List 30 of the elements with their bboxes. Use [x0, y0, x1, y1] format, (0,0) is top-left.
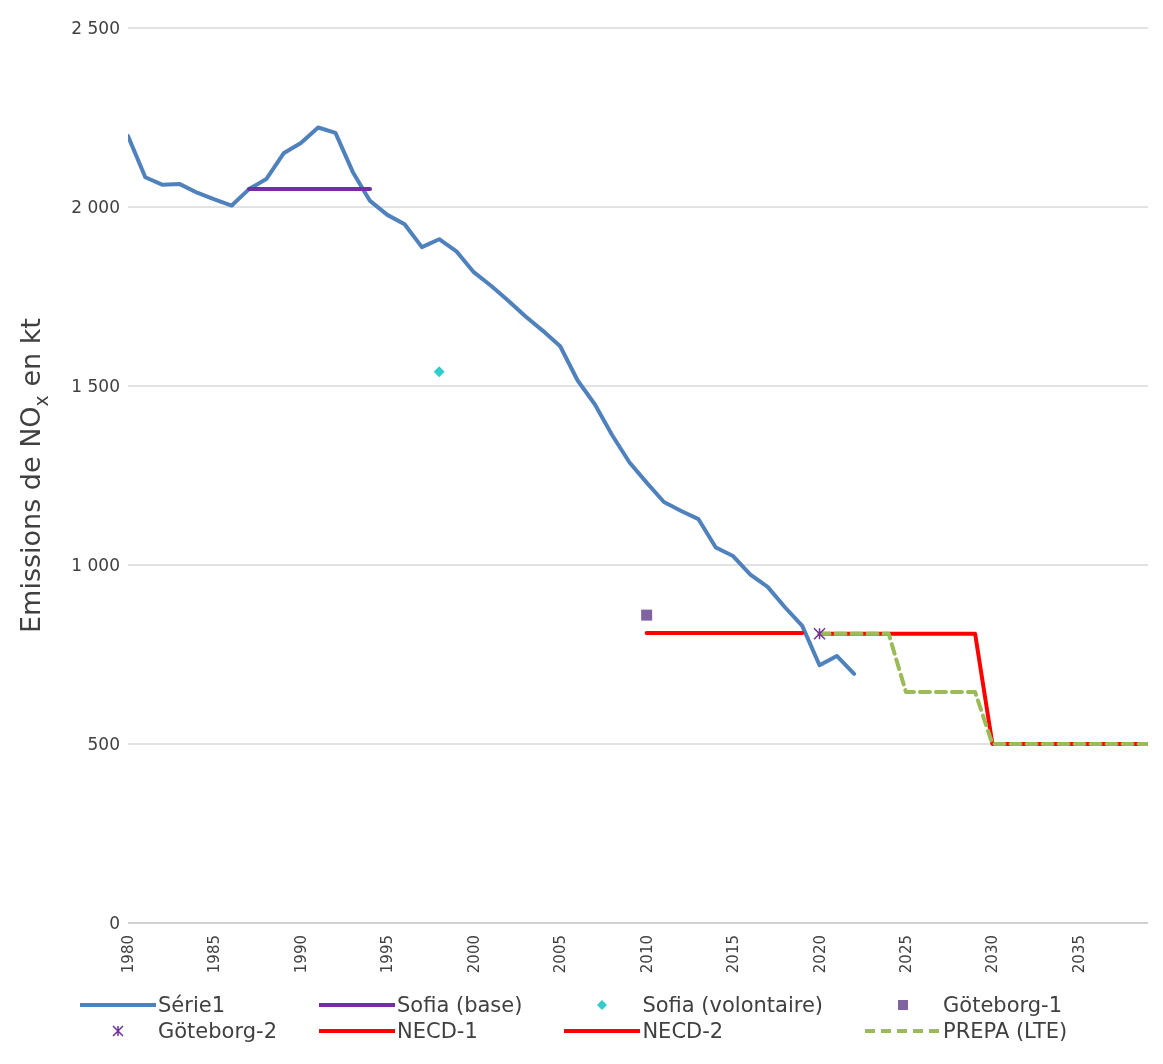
x-tick-label: 2010: [637, 935, 656, 974]
y-tick-label: 2 000: [71, 197, 120, 218]
y-tick-label: 1 000: [71, 555, 120, 576]
legend-label: PREPA (LTE): [943, 1019, 1068, 1043]
legend-label: Sofia (base): [397, 993, 523, 1017]
legend-label: NECD-1: [397, 1019, 478, 1043]
point: [433, 366, 445, 378]
point: [641, 609, 653, 621]
legend-label: NECD-2: [642, 1019, 724, 1043]
x-tick-label: 1990: [291, 935, 310, 974]
legend-label: Sofia (volontaire): [642, 993, 824, 1017]
y-tick-label: 500: [87, 734, 120, 755]
x-tick-label: 1995: [378, 935, 397, 974]
legend-label: Série1: [158, 993, 225, 1017]
x-tick-label: 2025: [896, 935, 915, 974]
legend-label: Göteborg-2: [158, 1019, 277, 1043]
line-series: [128, 125, 857, 676]
x-tick-label: 2020: [810, 935, 829, 974]
y-tick-label: 2 500: [71, 18, 120, 39]
y-tick-label: 1 500: [71, 376, 120, 397]
x-tick-label: 2035: [1069, 935, 1088, 974]
legend-label: Göteborg-1: [943, 993, 1063, 1017]
x-tick-label: 2005: [551, 935, 570, 974]
y-tick-label: 0: [109, 913, 120, 934]
x-tick-label: 2030: [983, 935, 1002, 974]
x-tick-label: 1980: [119, 935, 137, 974]
x-tick-label: 1985: [205, 935, 224, 974]
x-tick-label: 2015: [724, 935, 743, 974]
point: [813, 627, 826, 640]
x-tick-label: 2000: [464, 935, 483, 974]
